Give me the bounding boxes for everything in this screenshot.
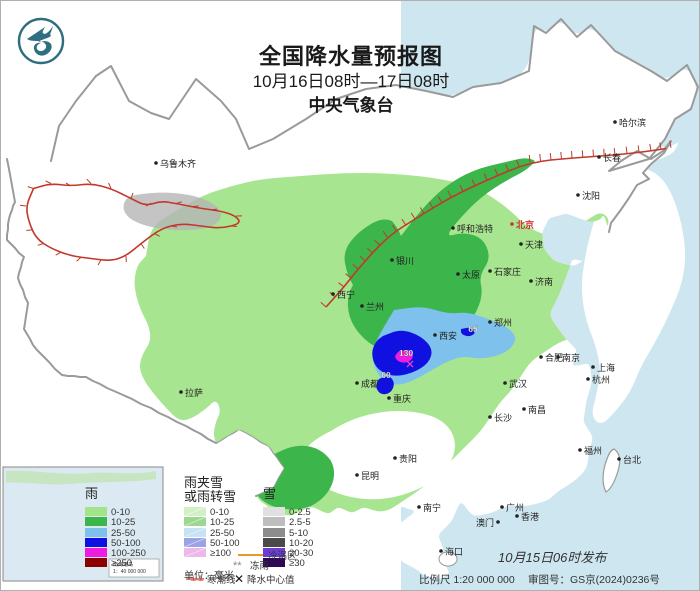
svg-text:天津: 天津: [525, 240, 543, 250]
svg-text:贵阳: 贵阳: [399, 453, 417, 464]
svg-text:乌鲁木齐: 乌鲁木齐: [160, 158, 196, 169]
svg-text:台北: 台北: [623, 454, 641, 465]
svg-text:长春: 长春: [603, 152, 621, 163]
svg-text:南宁: 南宁: [423, 502, 441, 513]
svg-text:郑州: 郑州: [494, 317, 512, 328]
svg-text:海口: 海口: [445, 546, 463, 557]
svg-text:130: 130: [399, 348, 413, 358]
svg-text:太原: 太原: [462, 269, 480, 280]
svg-text:10月15日06时发布: 10月15日06时发布: [498, 550, 608, 565]
svg-text:上海: 上海: [597, 362, 615, 373]
svg-text:石家庄: 石家庄: [494, 266, 521, 277]
svg-text:冻雨: 冻雨: [250, 560, 269, 572]
svg-text:西宁: 西宁: [337, 289, 355, 300]
svg-text:西安: 西安: [439, 330, 457, 341]
svg-text:比例尺 1:20 000 000: 比例尺 1:20 000 000: [419, 573, 515, 586]
svg-text:兰州: 兰州: [366, 301, 384, 312]
svg-text:南昌: 南昌: [528, 404, 546, 415]
svg-text:南京: 南京: [562, 352, 580, 363]
svg-text:长沙: 长沙: [494, 412, 512, 423]
svg-text:昆明: 昆明: [361, 471, 379, 481]
svg-text:雪: 雪: [263, 486, 276, 501]
svg-text:审图号：GS京(2024)0236号: 审图号：GS京(2024)0236号: [528, 573, 660, 586]
svg-text:10-25: 10-25: [111, 517, 135, 528]
svg-text:冷涡区: 冷涡区: [268, 550, 297, 562]
svg-text:**: **: [233, 560, 242, 572]
svg-text:雨: 雨: [85, 486, 98, 501]
svg-text:澳门: 澳门: [476, 517, 494, 528]
svg-text:香港: 香港: [521, 511, 539, 522]
svg-text:⊥⊥: ⊥⊥: [190, 574, 204, 583]
svg-text:2.5-5: 2.5-5: [289, 517, 311, 528]
svg-text:或雨转雪: 或雨转雪: [184, 489, 236, 504]
svg-text:≥100: ≥100: [210, 548, 231, 559]
svg-text:雨夹雪: 雨夹雪: [184, 475, 223, 490]
svg-text:济南: 济南: [535, 276, 553, 287]
svg-text:1：40 000 000: 1：40 000 000: [113, 569, 146, 575]
svg-text:拉萨: 拉萨: [185, 387, 203, 398]
svg-text:北京: 北京: [516, 219, 534, 230]
svg-text:武汉: 武汉: [509, 378, 527, 389]
svg-text:杭州: 杭州: [592, 374, 610, 385]
svg-text:合肥: 合肥: [545, 352, 563, 363]
svg-text:沈阳: 沈阳: [582, 190, 600, 201]
svg-text:成都: 成都: [361, 378, 379, 389]
svg-text:呼和浩特: 呼和浩特: [457, 223, 493, 234]
svg-text:✕: ✕: [234, 572, 244, 586]
svg-text:重庆: 重庆: [393, 393, 411, 404]
svg-text:≥250: ≥250: [111, 558, 132, 569]
svg-text:65: 65: [468, 324, 478, 334]
svg-text:哈尔滨: 哈尔滨: [619, 117, 646, 128]
svg-text:10-25: 10-25: [210, 517, 234, 528]
svg-text:60: 60: [381, 370, 391, 380]
svg-text:降水中心值: 降水中心值: [247, 574, 295, 586]
svg-text:银川: 银川: [396, 255, 414, 266]
svg-text:福州: 福州: [584, 445, 602, 456]
svg-text:寒潮线: 寒潮线: [207, 574, 236, 586]
